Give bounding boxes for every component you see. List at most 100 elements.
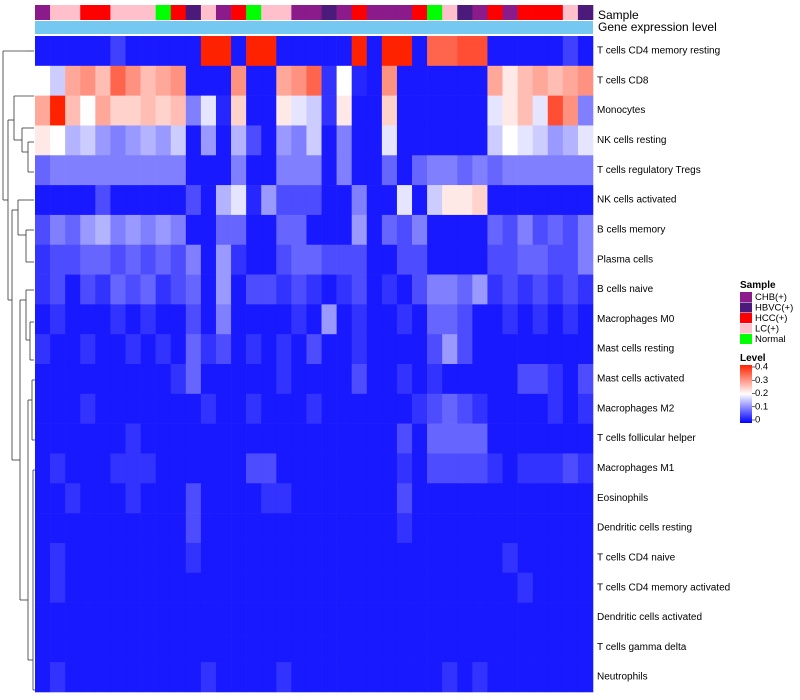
heatmap-cell (412, 36, 428, 67)
heatmap-cell (412, 185, 428, 216)
heatmap-cell (396, 155, 413, 186)
heatmap-cell (336, 662, 353, 693)
heatmap-cell (472, 364, 488, 395)
heatmap-cell (261, 632, 277, 663)
heatmap-cell (532, 662, 549, 693)
heatmap-cell (457, 334, 473, 365)
heatmap-cell (231, 185, 247, 216)
heatmap-cell (125, 393, 141, 424)
heatmap-cell (457, 125, 473, 156)
heatmap-cell (215, 244, 232, 275)
heatmap-cell (577, 632, 594, 663)
heatmap-cell (170, 483, 187, 514)
legend: Sample CHB(+)HBVC(+)HCC(+)LC(+)Normal Le… (740, 280, 793, 426)
sample-legend-label: CHB(+) (755, 292, 787, 303)
heatmap-cell (95, 542, 111, 574)
heatmap-cell (50, 244, 66, 275)
heatmap-cell (381, 632, 398, 663)
heatmap-cell (517, 632, 533, 663)
heatmap-cell (336, 155, 353, 186)
heatmap-cell (412, 214, 428, 246)
heatmap-cell (125, 542, 141, 574)
heatmap-cell (321, 95, 337, 126)
heatmap-cell (412, 423, 428, 454)
heatmap-cell (291, 542, 307, 574)
heatmap-cell (200, 513, 217, 544)
heatmap-cell (35, 125, 51, 156)
heatmap-cell (80, 423, 96, 454)
heatmap-cell (246, 542, 262, 574)
heatmap-cell (396, 393, 413, 424)
sample-annotation-cell (80, 5, 96, 20)
level-tick-label: 0.1 (755, 401, 768, 412)
heatmap-cell (140, 244, 156, 275)
heatmap-cell (246, 483, 262, 514)
heatmap-cell (562, 393, 579, 424)
heatmap-cell (396, 214, 413, 246)
heatmap-cell (336, 95, 353, 126)
heatmap-cell (351, 542, 368, 574)
row-label: Dendritic cells resting (597, 523, 692, 534)
heatmap-cell (95, 214, 111, 246)
row-label: B cells naive (597, 284, 654, 295)
heatmap-cell (427, 185, 443, 216)
heatmap-cell (381, 572, 398, 603)
heatmap-cell (170, 542, 187, 574)
heatmap-cell (125, 304, 141, 335)
heatmap-cell (577, 155, 594, 186)
heatmap-cell (140, 95, 156, 126)
heatmap-cell (215, 572, 232, 603)
heatmap-cell (65, 214, 81, 246)
heatmap-cell (261, 155, 277, 186)
heatmap-cell (336, 453, 353, 484)
heatmap-cell (547, 423, 564, 454)
heatmap-cell (231, 364, 247, 395)
heatmap-cell (291, 274, 307, 305)
row-label: T cells regulatory Tregs (597, 165, 701, 176)
heatmap-cell (472, 214, 488, 246)
heatmap-cell (351, 214, 368, 246)
sample-legend-label: LC(+) (755, 324, 779, 335)
heatmap-cell (306, 36, 322, 67)
heatmap-cell (532, 155, 549, 186)
heatmap-cell (366, 244, 383, 275)
heatmap-cell (487, 602, 503, 633)
heatmap-cell (487, 36, 503, 67)
heatmap-cell (95, 662, 111, 693)
heatmap-cell (351, 244, 368, 275)
heatmap-cell (95, 423, 111, 454)
heatmap-cell (442, 155, 458, 186)
heatmap-cell (155, 632, 172, 663)
heatmap-cell (246, 334, 262, 365)
heatmap-cell (65, 542, 81, 574)
heatmap-cell (50, 36, 66, 67)
heatmap-cell (80, 334, 96, 365)
sample-annotation-cell (306, 5, 322, 20)
heatmap-cell (336, 364, 353, 395)
heatmap-cell (185, 214, 202, 246)
heatmap-cell (396, 244, 413, 275)
heatmap-cell (532, 185, 549, 216)
heatmap-cell (291, 453, 307, 484)
heatmap-cell (562, 304, 579, 335)
heatmap-cell (396, 185, 413, 216)
heatmap-cell (50, 393, 66, 424)
level-colorbar (740, 365, 752, 423)
heatmap-cell (50, 95, 66, 126)
heatmap-cell (577, 453, 594, 484)
heatmap-cell (381, 125, 398, 156)
heatmap-cell (321, 304, 337, 335)
heatmap-cell (577, 95, 594, 126)
heatmap-cell (215, 662, 232, 693)
heatmap-cell (532, 423, 549, 454)
heatmap-cell (457, 423, 473, 454)
heatmap-cell (351, 423, 368, 454)
heatmap-cell (155, 65, 172, 96)
heatmap-cell (412, 364, 428, 395)
heatmap-cell (336, 393, 353, 424)
heatmap-cell (246, 65, 262, 96)
heatmap-cell (442, 304, 458, 335)
heatmap-cell (261, 483, 277, 514)
heatmap-cell (517, 662, 533, 693)
level-legend-title: Level (740, 353, 766, 364)
